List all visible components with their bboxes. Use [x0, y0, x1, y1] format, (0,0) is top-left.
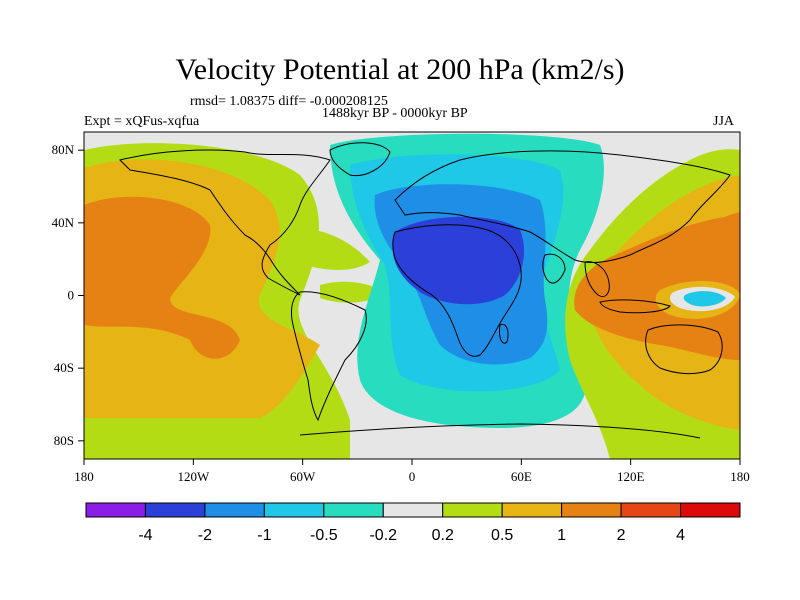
x-tick-label: 60W	[290, 469, 316, 484]
colorbar-swatch	[204, 502, 265, 518]
coastlines	[119, 142, 731, 439]
coastline-antarctica	[299, 423, 701, 439]
coastline-africa	[392, 224, 522, 357]
coastline-north-america	[119, 149, 331, 296]
y-tick-label: 80S	[54, 433, 74, 448]
y-axis: 80N 40N 0 40S 80S	[52, 142, 84, 448]
colorbar-swatch	[501, 502, 563, 518]
colorbar-label: -1	[257, 527, 271, 544]
colorbar-swatch	[620, 502, 682, 518]
x-tick-label: 60E	[511, 469, 532, 484]
y-tick-label: 40S	[54, 360, 74, 375]
x-tick-label: 180	[74, 469, 94, 484]
colorbar-label: -0.5	[310, 527, 338, 544]
colorbar: -4 -2 -1 -0.5 -0.2 0.2 0.5 1 2 4	[85, 502, 741, 544]
coastline-madagascar	[499, 323, 509, 344]
x-tick-label: 0	[409, 469, 416, 484]
colorbar-swatch	[442, 502, 503, 518]
colorbar-swatch	[144, 502, 206, 518]
period-label: 1488kyr BP - 0000kyr BP	[322, 106, 468, 121]
colorbar-label: 4	[676, 527, 685, 544]
experiment-label: Expt = xQFus-xqfua	[84, 114, 200, 129]
colorbar-label: 0.5	[491, 527, 513, 544]
colorbar-swatch	[382, 502, 444, 518]
colorbar-label: -0.2	[369, 527, 397, 544]
colorbar-label: -4	[138, 527, 152, 544]
colorbar-swatch	[680, 502, 741, 518]
coastline-indonesia	[599, 299, 671, 314]
colorbar-swatch	[561, 502, 622, 518]
stats-label: rmsd= 1.08375 diff= -0.000208125	[190, 94, 388, 109]
season-label: JJA	[713, 114, 735, 129]
contour-east-darkorange-upper	[710, 212, 740, 270]
contour-east-darkorange	[574, 215, 740, 360]
colorbar-label: 2	[617, 527, 626, 544]
contour-center-darkblue	[392, 216, 525, 305]
colorbar-label: 1	[557, 527, 566, 544]
map-title: Velocity Potential at 200 hPa (km2/s)	[175, 53, 625, 86]
coastline-south-america	[291, 291, 367, 422]
y-tick-label: 80N	[52, 142, 75, 157]
colorbar-swatch	[85, 502, 146, 518]
colorbar-label: 0.2	[432, 527, 454, 544]
colorbar-swatch	[323, 502, 384, 518]
y-tick-label: 40N	[52, 215, 75, 230]
y-tick-label: 0	[68, 288, 75, 303]
coastline-eurasia	[394, 150, 731, 263]
x-tick-label: 120W	[177, 469, 210, 484]
coastline-australia	[645, 324, 723, 375]
x-axis: 180 120W 60W 0 60E 120E 180	[74, 459, 750, 484]
x-tick-label: 120E	[617, 469, 645, 484]
colorbar-swatch	[263, 502, 325, 518]
contour-westpacific-cyan-pocket	[683, 291, 726, 307]
coastline-southeast-asia	[584, 261, 610, 297]
contour-field	[84, 132, 740, 459]
colorbar-label: -2	[198, 527, 212, 544]
x-tick-label: 180	[730, 469, 750, 484]
coastline-greenland	[329, 142, 391, 177]
coastline-india	[542, 253, 566, 284]
contour-pacific-darkorange	[84, 196, 240, 359]
contour-americas-yellowgreen	[290, 229, 370, 270]
